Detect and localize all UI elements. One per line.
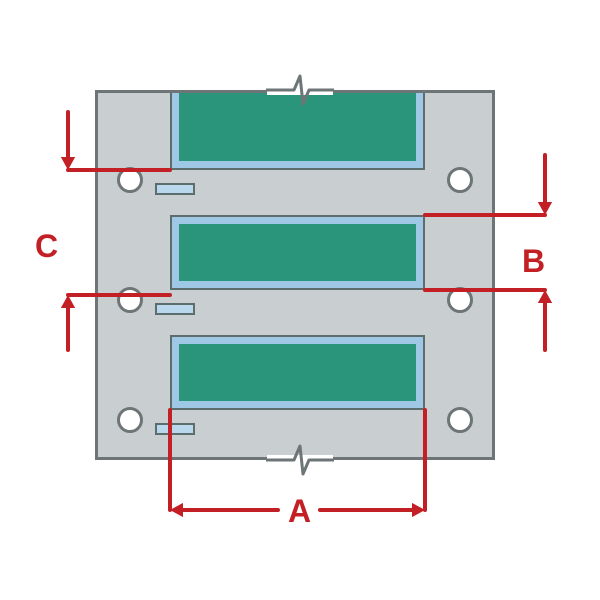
sprocket-hole bbox=[117, 167, 143, 193]
sleeve-2-inner bbox=[179, 224, 416, 281]
tab-2 bbox=[155, 303, 195, 315]
dimension-label-c: C bbox=[35, 228, 58, 265]
tab-1 bbox=[155, 183, 195, 195]
sprocket-hole bbox=[117, 407, 143, 433]
sprocket-hole bbox=[447, 287, 473, 313]
tab-3 bbox=[155, 423, 195, 435]
sprocket-hole bbox=[117, 287, 143, 313]
dimension-label-b: B bbox=[522, 243, 545, 280]
diagram-canvas: A B C bbox=[0, 0, 600, 600]
sprocket-hole bbox=[447, 167, 473, 193]
sleeve-1-inner bbox=[179, 93, 416, 161]
sleeve-3-inner bbox=[179, 344, 416, 401]
dimension-label-a: A bbox=[288, 493, 311, 530]
sprocket-hole bbox=[447, 407, 473, 433]
